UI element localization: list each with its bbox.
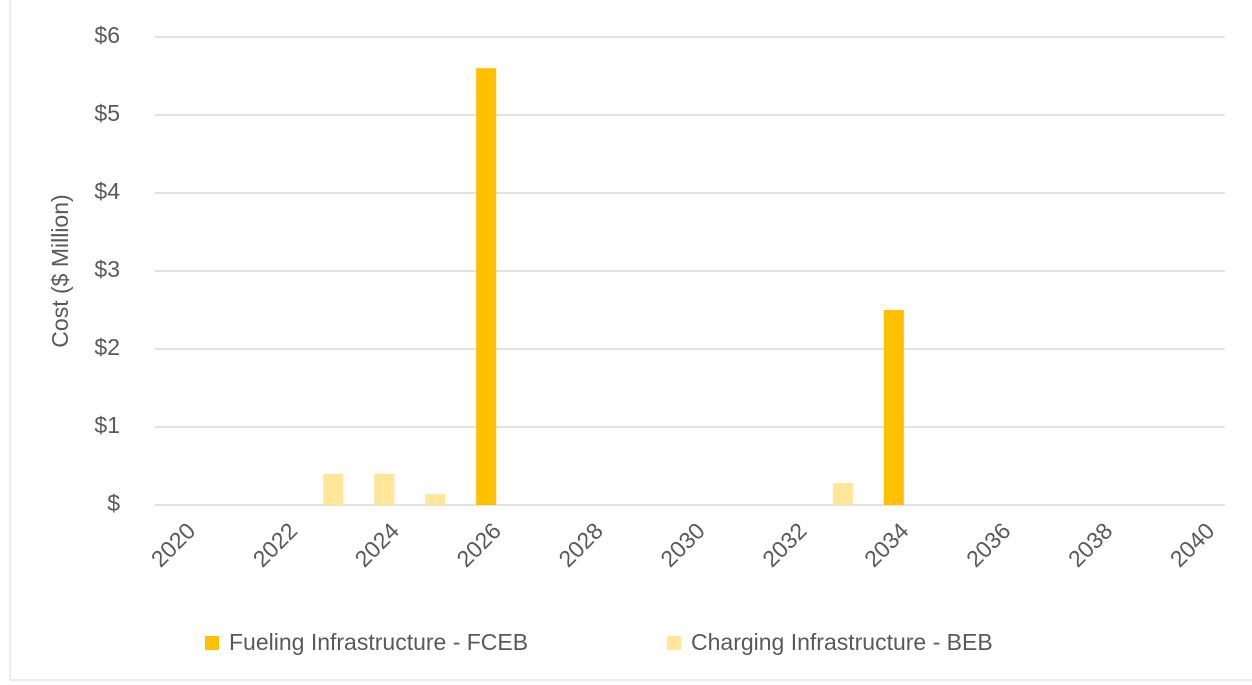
x-tick-label: 2022	[248, 517, 303, 572]
y-axis-label: Cost ($ Million)	[47, 194, 73, 347]
legend-label: Charging Infrastructure - BEB	[691, 629, 993, 655]
legend-label: Fueling Infrastructure - FCEB	[229, 629, 528, 655]
chart-border	[9, 0, 1252, 681]
x-tick-label: 2026	[451, 517, 506, 572]
x-tick-label: 2034	[859, 517, 914, 572]
x-tick-label: 2040	[1165, 517, 1220, 572]
y-tick-label: $3	[94, 256, 120, 282]
x-tick-label: 2024	[350, 517, 405, 572]
legend-swatch	[667, 636, 681, 650]
bar	[425, 494, 446, 505]
bar	[832, 483, 853, 505]
x-tick-label: 2032	[757, 517, 812, 572]
y-tick-label: $1	[94, 412, 120, 438]
y-tick-label: $5	[94, 100, 120, 126]
bar	[476, 68, 497, 505]
bar	[323, 473, 344, 505]
y-tick-label: $2	[94, 334, 120, 360]
legend-swatch	[205, 636, 219, 650]
bar	[374, 473, 395, 505]
x-tick-label: 2038	[1063, 517, 1118, 572]
x-tick-label: 2030	[655, 517, 710, 572]
x-tick-label: 2036	[961, 517, 1016, 572]
y-tick-label: $6	[94, 22, 120, 48]
y-tick-label: $4	[94, 178, 120, 204]
y-tick-label: $	[107, 490, 120, 516]
x-tick-label: 2020	[146, 517, 201, 572]
x-tick-label: 2028	[553, 517, 608, 572]
bar	[883, 310, 904, 505]
